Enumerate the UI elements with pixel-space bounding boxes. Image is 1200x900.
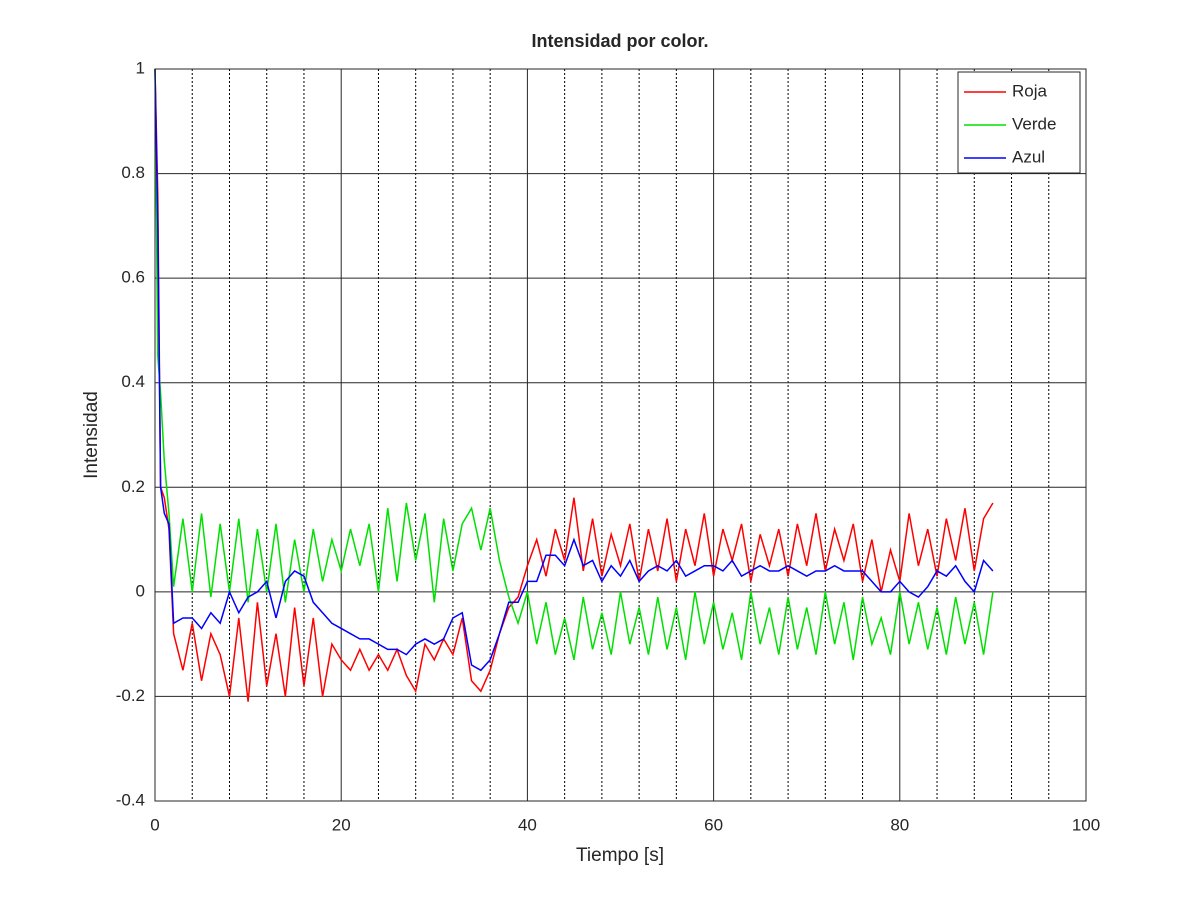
x-tick-label: 0 xyxy=(150,815,159,834)
y-tick-label: 0.2 xyxy=(121,477,145,496)
x-axis-label: Tiempo [s] xyxy=(576,845,664,866)
x-tick-label: 80 xyxy=(890,815,909,834)
chart-title: Intensidad por color. xyxy=(531,31,708,51)
y-tick-label: -0.4 xyxy=(116,790,145,809)
x-tick-label: 100 xyxy=(1072,815,1100,834)
plot-frame xyxy=(154,68,1087,802)
y-tick-label: 0.6 xyxy=(121,268,145,287)
legend-label: Azul xyxy=(1012,147,1045,166)
data-line xyxy=(154,68,994,672)
legend-label: Verde xyxy=(1012,114,1056,133)
y-tick-label: 0 xyxy=(136,581,145,600)
data-line xyxy=(154,68,994,702)
y-tick-label: 1 xyxy=(136,58,145,77)
legend-box xyxy=(957,71,1081,174)
x-tick-label: 40 xyxy=(518,815,537,834)
y-tick-label: 0.4 xyxy=(121,372,145,391)
y-tick-label: -0.2 xyxy=(116,686,145,705)
x-tick-label: 20 xyxy=(332,815,351,834)
y-tick-label: 0.8 xyxy=(121,163,145,182)
x-tick-label: 60 xyxy=(704,815,723,834)
legend-label: Roja xyxy=(1012,81,1048,100)
y-axis-label: Intensidad xyxy=(81,391,102,479)
data-line xyxy=(154,68,994,660)
